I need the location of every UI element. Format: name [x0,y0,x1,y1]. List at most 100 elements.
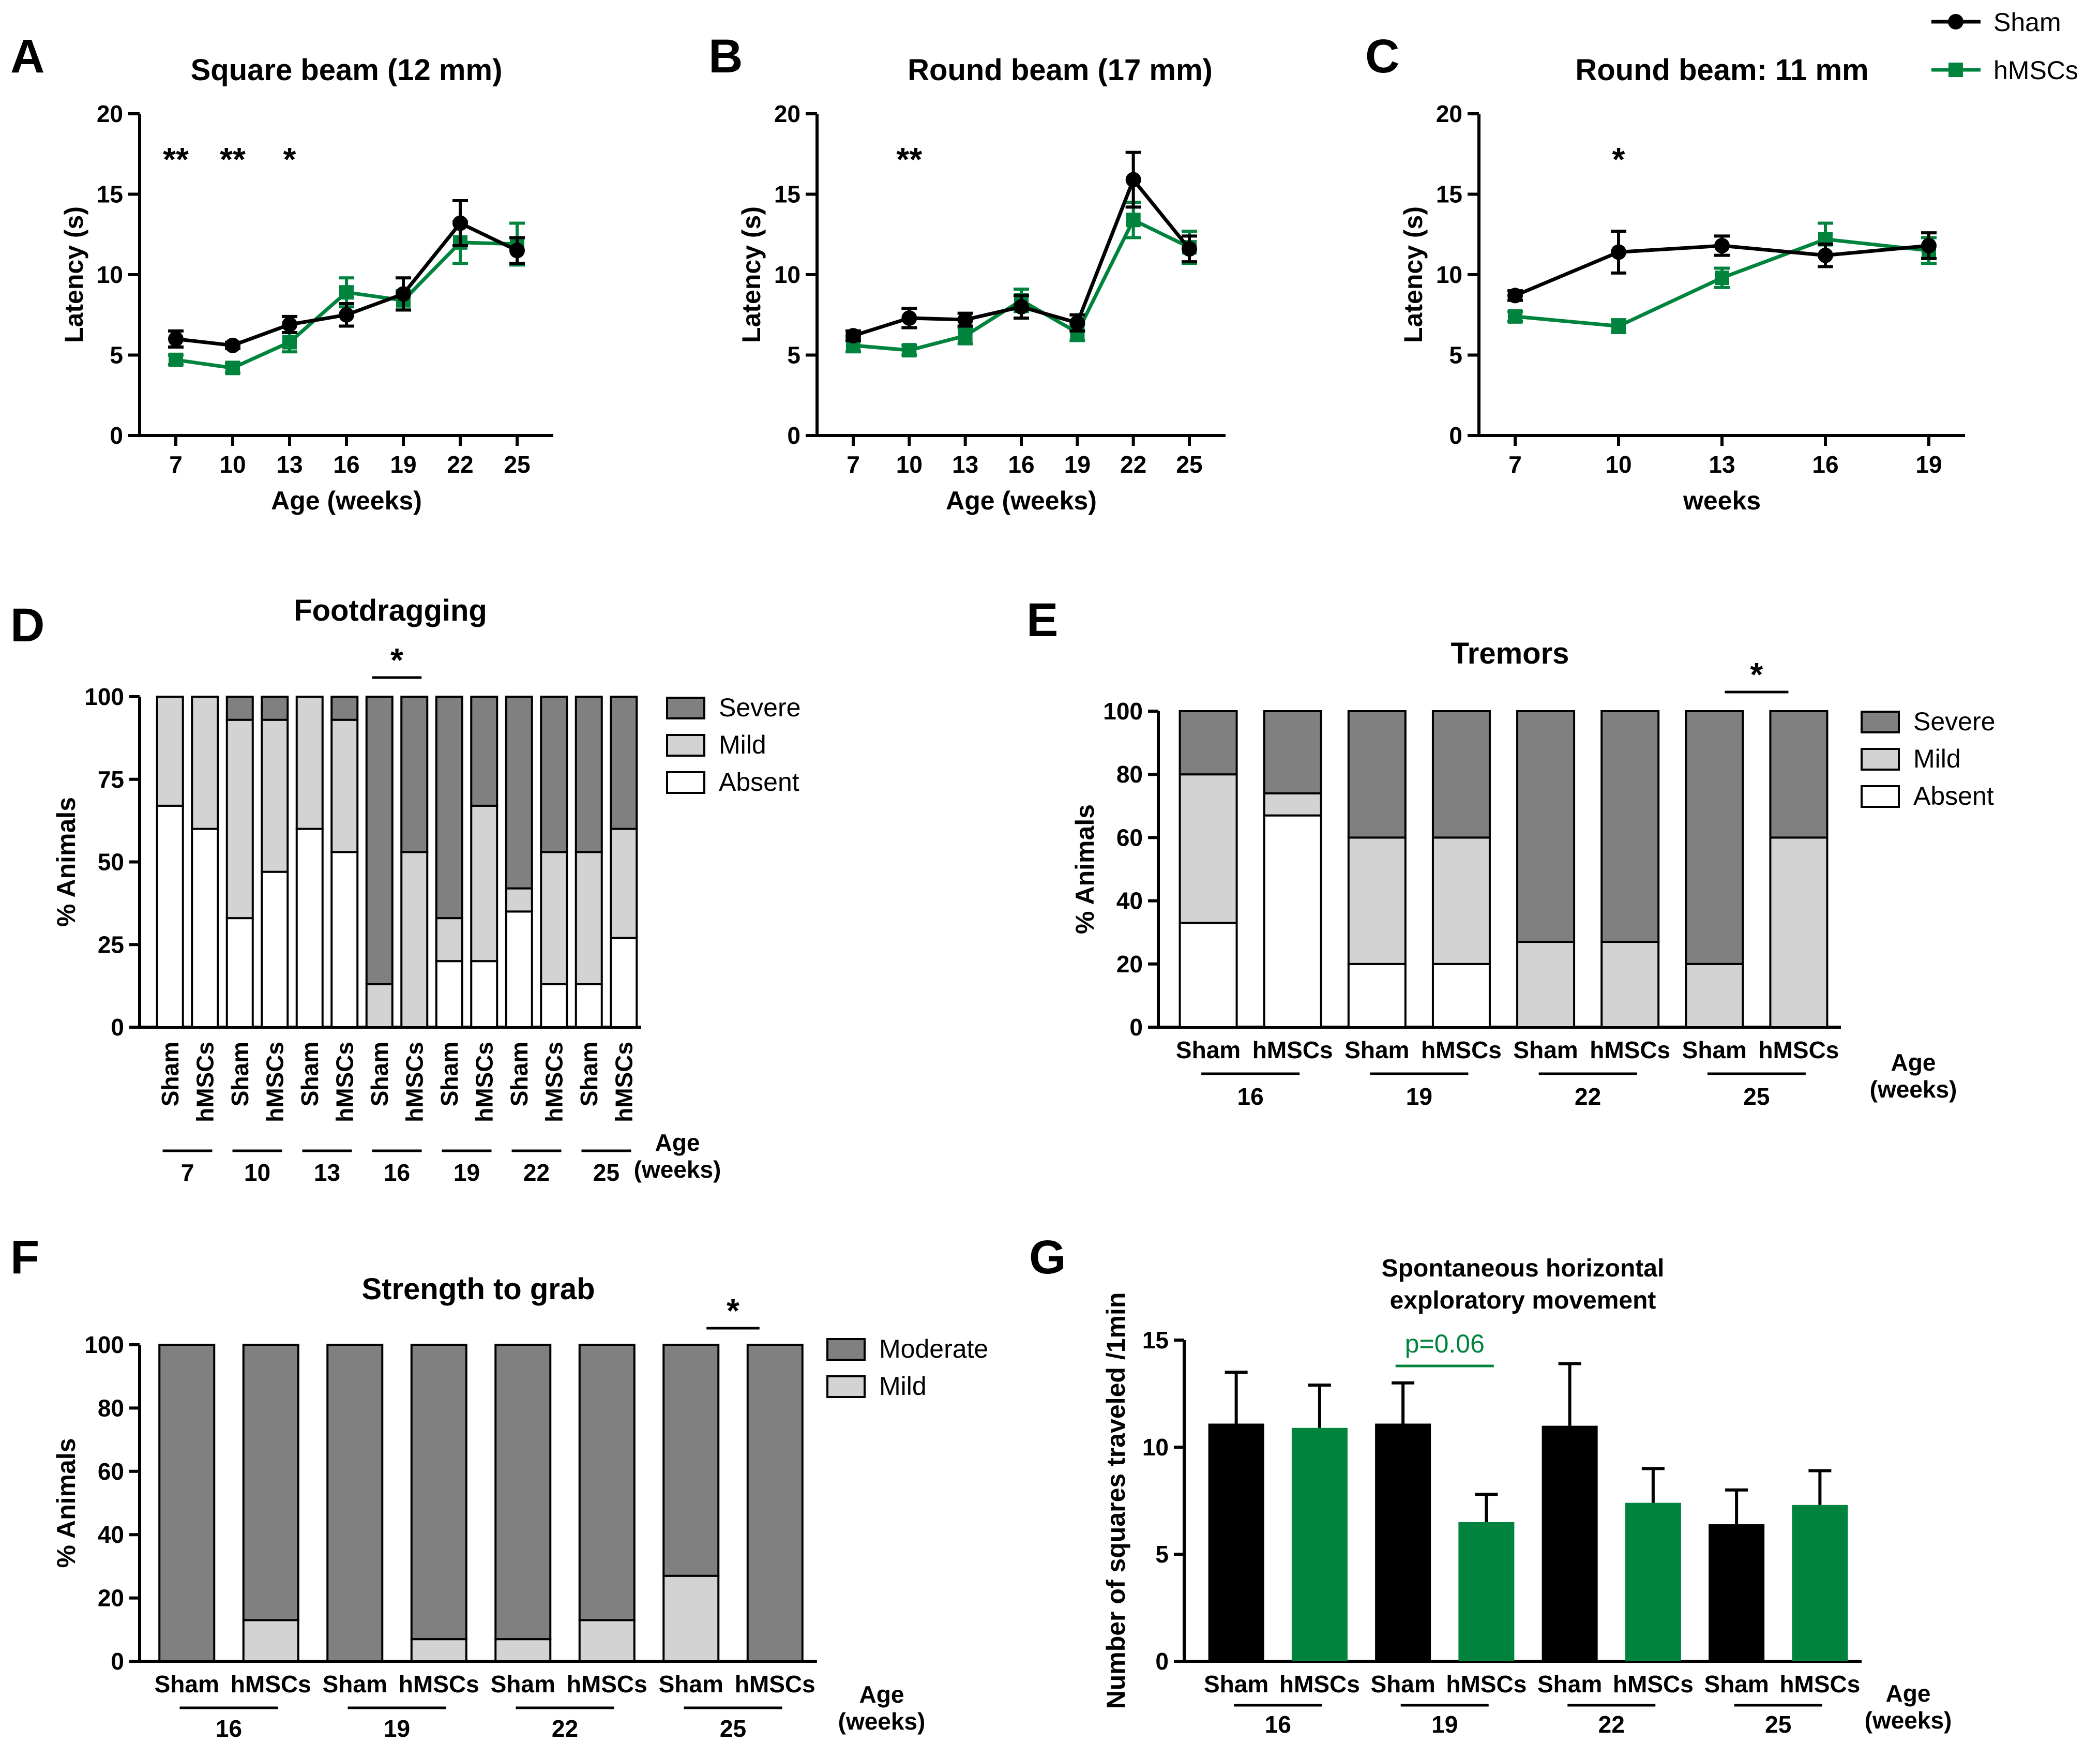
y-tick-label: 80 [1116,761,1143,788]
data-point [1921,238,1937,254]
bar-segment-absent [470,960,498,1028]
group-label: 10 [244,1159,270,1186]
x-tick-label: 25 [1176,451,1202,478]
bar-segment-absent [330,851,359,1028]
group-label: 22 [1598,1711,1625,1738]
group-label: 25 [593,1159,620,1186]
bar-segment-absent [1179,922,1238,1028]
x-axis-label: weeks [1683,486,1761,515]
panel-label: G [1029,1231,1066,1284]
bar-label: hMSCs [1758,1036,1839,1063]
x-tick-label: 16 [1812,451,1838,478]
data-point [452,215,468,231]
legend-label-hmscs: hMSCs [1993,56,2078,85]
bar-segment-mild [610,828,638,939]
bar-segment-severe [1431,710,1491,839]
data-point [1611,319,1626,334]
panel-d: D Footdragging 0 25 50 75 100 % Animals Sham hMSC… [10,594,800,1186]
chart-title: Square beam (12 mm) [191,53,503,87]
x-tick-label: 22 [447,451,473,478]
group-label: 22 [523,1159,550,1186]
bar-segment-absent [575,983,603,1029]
data-point [169,352,183,367]
bar-segment-severe [1600,710,1660,943]
age-label-unit: (weeks) [838,1708,926,1735]
bar-label: Sham [155,1671,219,1697]
bar-segment-mild [435,917,463,963]
age-label-unit: (weeks) [1870,1076,1957,1103]
legend-swatch-moderate [826,1338,866,1361]
x-tick-label: 25 [504,451,530,478]
bar-label: hMSCs [231,1671,311,1697]
bar-segment-severe [610,696,638,830]
y-axis-label: % Animals [52,797,81,927]
chart-title: Tremors [1451,637,1569,670]
bar-label: hMSCs [401,1042,428,1122]
bar-segment-absent [295,828,324,1028]
bar-label: hMSCs [191,1042,218,1122]
bar-segment-mild [400,851,429,1028]
y-tick-label: 10 [97,261,123,288]
panel-label: D [10,599,44,652]
bar-segment-mild [470,804,498,963]
bar-label: Sham [659,1671,723,1697]
bar-label: Sham [157,1042,184,1106]
group-label: 16 [1265,1711,1291,1738]
y-tick-label: 0 [787,422,800,449]
bar-label: Sham [1704,1671,1769,1697]
bar-segment-moderate [326,1344,384,1662]
y-tick-label: 5 [110,342,123,369]
significance-mark: * [283,141,296,178]
x-tick-label: 13 [276,451,303,478]
x-tick-label: 19 [1915,451,1942,478]
significance-mark: ** [896,141,922,178]
legend-swatch-mild [666,734,705,757]
bar-segment-moderate [746,1344,804,1662]
bar-segment-mild [1263,792,1322,817]
y-tick-label: 0 [1449,422,1462,449]
y-tick-label: 80 [98,1394,124,1421]
bar-segment-mild [540,851,568,985]
bar-segment-severe [400,696,429,853]
bar-label: Sham [576,1042,602,1106]
bar-segment-absent [261,870,289,1029]
y-axis-label: Number of squares traveled /1min [1101,1293,1130,1709]
y-tick-label: 20 [774,100,800,127]
legend: Moderate Mild [826,1334,988,1401]
chart-title: Round beam (17 mm) [908,53,1213,87]
bar-label: hMSCs [331,1042,358,1122]
significance-mark: * [1750,656,1763,693]
group-label: 25 [1743,1083,1770,1110]
data-point [282,335,297,350]
x-tick-label: 16 [333,451,359,478]
bar-label: hMSCs [540,1042,567,1122]
legend-label: Moderate [879,1334,988,1363]
bar-label: Sham [436,1042,463,1106]
y-axis-label: % Animals [1070,804,1099,934]
x-tick-label: 16 [1008,451,1034,478]
bar-label: hMSCs [471,1042,497,1122]
bar-segment-mild [662,1574,720,1663]
legend-marker-hmscs [1948,63,1963,77]
data-point [339,307,354,323]
bar-segment-mild [242,1619,299,1662]
bar-segment-mild [295,696,324,830]
legend: Severe Mild Absent [666,693,800,797]
bar-sham [1375,1423,1431,1661]
bar-segment-mild [261,718,289,873]
panel-c: C Round beam: 11 mm 0 5 10 15 20 Latency (s) 7 10… [1365,30,1965,515]
legend-swatch-absent [666,771,705,794]
x-tick-label: 7 [1508,451,1522,478]
bar-label: Sham [1344,1036,1409,1063]
legend-swatch-mild [826,1375,866,1398]
x-tick-label: 19 [1064,451,1091,478]
bar-label: Sham [491,1671,555,1697]
series-sham [845,151,1197,344]
legend-label: Absent [719,768,799,797]
significance-mark: * [727,1292,739,1329]
panel-label: B [708,30,743,83]
y-tick-label: 60 [98,1458,124,1485]
bar-segment-severe [470,696,498,807]
bar-label: hMSCs [735,1671,815,1697]
